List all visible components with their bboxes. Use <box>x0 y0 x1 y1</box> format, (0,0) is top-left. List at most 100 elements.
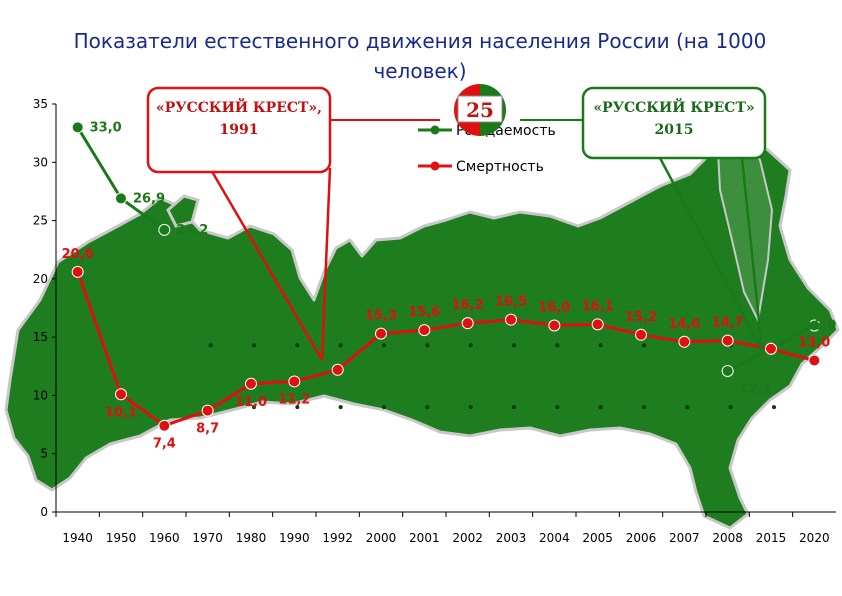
callout-russian-cross-2015: «РУССКИЙ КРЕСТ» 2015 <box>520 86 767 351</box>
data-point-1 <box>591 318 604 331</box>
data-point-0 <box>721 364 734 377</box>
x-tick-label: 2005 <box>582 531 613 545</box>
data-point-1 <box>115 388 127 401</box>
data-label-1: 7,4 <box>153 437 176 452</box>
data-point-1 <box>245 377 257 390</box>
y-tick-label: 30 <box>33 155 48 169</box>
map-dot <box>468 343 473 348</box>
data-point-1 <box>505 313 517 326</box>
map-dot <box>382 343 386 348</box>
data-point-1 <box>765 342 777 355</box>
map-dot <box>338 343 343 348</box>
data-label-1: 10,1 <box>105 405 137 420</box>
data-label-0: 12,1 <box>740 382 772 397</box>
data-point-1 <box>158 419 171 432</box>
data-point-1 <box>418 324 431 337</box>
callout-1991-line1: «РУССКИЙ КРЕСТ», <box>156 97 322 116</box>
data-label-1: 16,2 <box>452 298 484 313</box>
map-dot <box>295 343 300 348</box>
data-point-1 <box>808 354 821 367</box>
data-point-1 <box>461 317 474 330</box>
x-tick-label: 1990 <box>279 531 310 545</box>
x-tick-label: 1940 <box>62 531 93 545</box>
data-label-1: 20,6 <box>62 247 94 262</box>
data-label-1: 16,5 <box>495 295 527 310</box>
map-dot <box>252 343 256 348</box>
y-tick-label: 25 <box>33 214 48 228</box>
map-dot <box>382 405 386 410</box>
map-dot <box>295 405 300 410</box>
data-labels-layer: 33,0 26,9 24,2 12,1 16,0 20,6 10,1 7,4 8,7 11,0 11… <box>62 120 837 451</box>
x-tick-label: 2000 <box>366 531 397 545</box>
x-tick-label: 2002 <box>452 531 483 545</box>
data-point-1 <box>201 404 214 417</box>
map-dot <box>598 343 603 348</box>
data-label-1: 16,1 <box>582 299 614 314</box>
y-tick-label: 15 <box>33 330 48 344</box>
map-dot <box>468 405 473 410</box>
badge-text: 25 <box>466 98 494 122</box>
x-tick-label: 2008 <box>712 531 743 545</box>
x-tick-label: 2006 <box>626 531 657 545</box>
map-dot <box>425 405 430 410</box>
y-tick-label: 5 <box>40 447 48 461</box>
data-label-1: 15,2 <box>625 310 657 325</box>
y-tick-label: 10 <box>33 388 48 402</box>
x-tick-label: 1960 <box>149 531 180 545</box>
data-label-0: 26,9 <box>133 191 165 206</box>
x-tick-label: 2015 <box>756 531 787 545</box>
data-label-1: 8,7 <box>196 422 219 437</box>
legend-label-death: Смертность <box>456 159 544 175</box>
years-badge: 25 <box>454 84 506 136</box>
callout-1991-line2: 1991 <box>220 122 259 138</box>
data-point-1 <box>331 363 344 376</box>
map-dot <box>512 405 516 410</box>
data-point-1 <box>375 327 387 340</box>
map-dot <box>598 405 603 410</box>
map-dot <box>642 343 646 348</box>
data-point-1 <box>288 375 301 388</box>
callout-2015-line1: «РУССКИЙ КРЕСТ» <box>593 97 754 116</box>
x-tick-label: 2007 <box>669 531 700 545</box>
data-label-1: 11,2 <box>278 392 310 407</box>
legend-item-death: Смертность <box>418 159 544 175</box>
data-label-1: 14,6 <box>668 317 700 332</box>
data-point-1 <box>548 319 561 332</box>
axes: 0 5 10 15 20 25 30 35 1940 1950 1960 1970 1980 1990 19… <box>33 97 836 545</box>
map-dot <box>728 405 733 410</box>
map-dot <box>555 343 560 348</box>
map-dot <box>208 343 213 348</box>
map-dot <box>642 405 646 410</box>
data-label-0: 24,2 <box>176 223 208 238</box>
x-tick-label: 1970 <box>192 531 223 545</box>
data-label-0: 33,0 <box>90 120 122 135</box>
data-label-0: 16,0 <box>804 318 836 333</box>
data-point-0 <box>158 223 171 236</box>
callout-2015-line2: 2015 <box>655 122 694 138</box>
x-tick-label: 1950 <box>106 531 137 545</box>
x-tick-label: 2001 <box>409 531 440 545</box>
data-label-1: 13,0 <box>798 335 830 350</box>
series-layer <box>71 121 821 432</box>
data-label-1: 14,7 <box>712 316 744 331</box>
data-point-1 <box>635 328 647 341</box>
data-point-0 <box>71 121 84 134</box>
map-dot <box>512 343 516 348</box>
data-point-0 <box>808 319 821 332</box>
data-point-1 <box>721 334 734 347</box>
x-tick-label: 1992 <box>322 531 353 545</box>
series-line-1 <box>76 271 815 428</box>
callout-russian-cross-1991: «РУССКИЙ КРЕСТ», 1991 <box>146 86 440 361</box>
x-tick-label: 2004 <box>539 531 570 545</box>
x-tick-label: 2020 <box>799 531 830 545</box>
data-label-1: 16,0 <box>538 300 570 315</box>
map-dot <box>425 343 430 348</box>
data-point-0 <box>115 192 127 205</box>
data-point-1 <box>71 265 84 278</box>
y-tick-label: 20 <box>33 272 48 286</box>
map-dot <box>772 405 776 410</box>
map-dot <box>685 405 690 410</box>
x-tick-label: 2003 <box>496 531 527 545</box>
data-label-1: 15,6 <box>408 305 440 320</box>
